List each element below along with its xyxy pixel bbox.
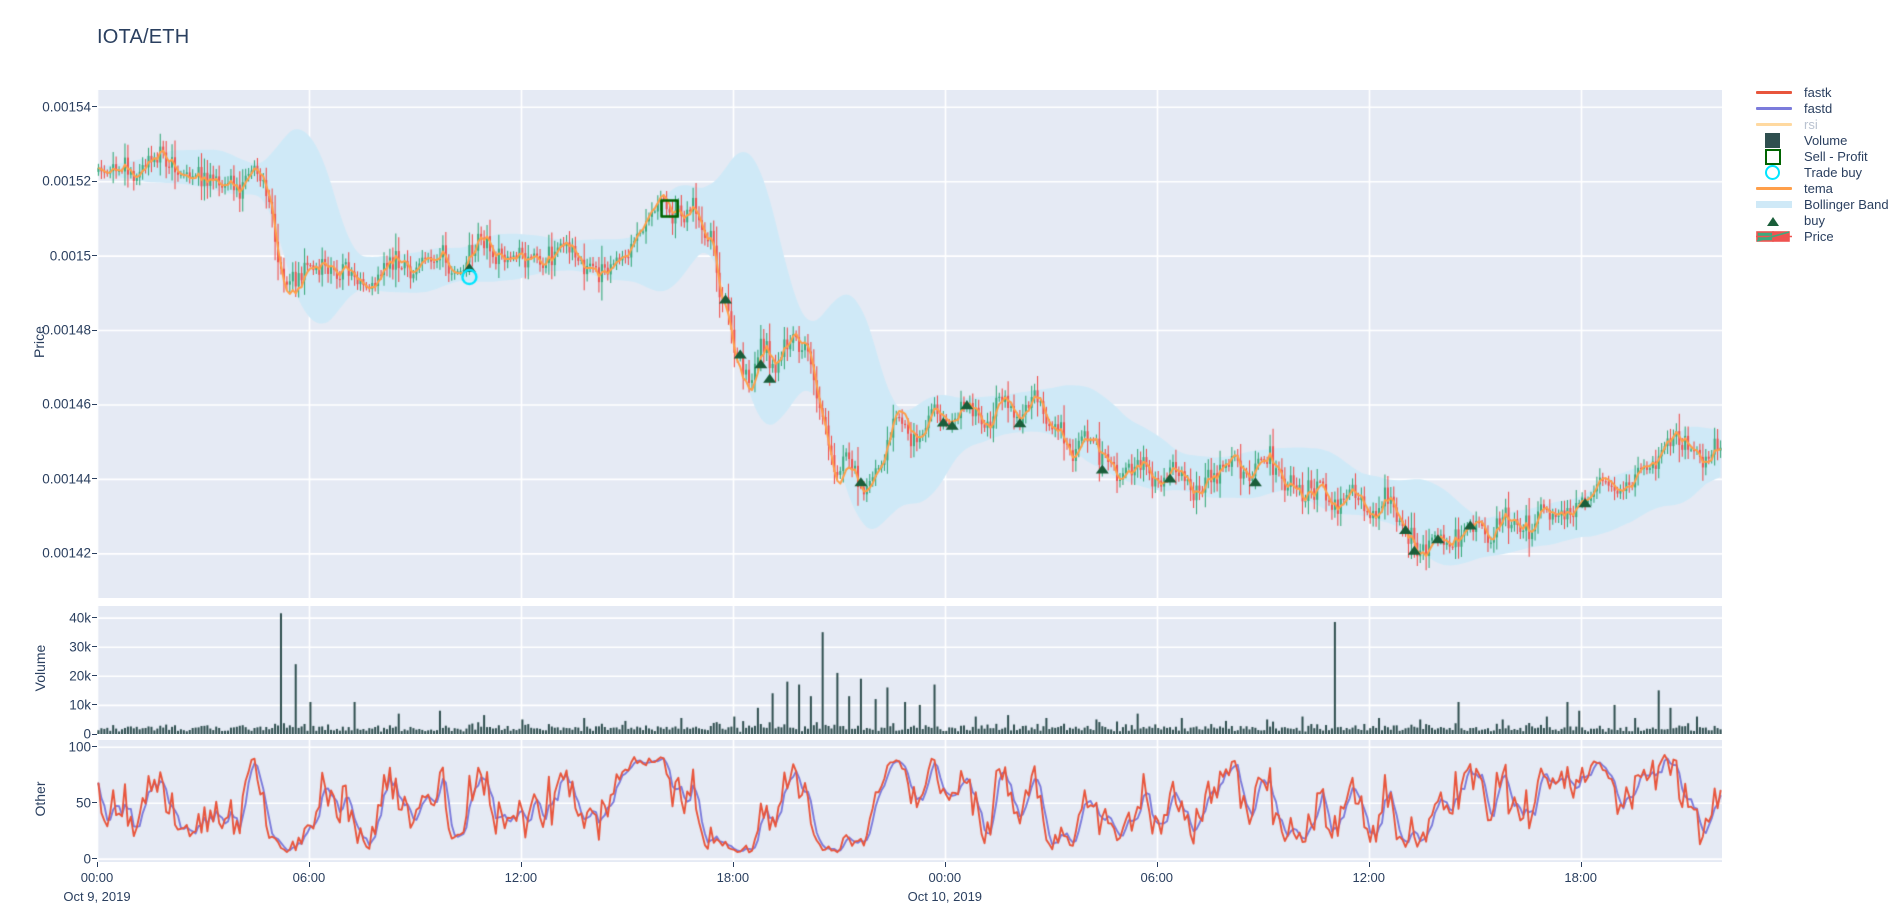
legend-circle-outline-icon <box>1752 164 1796 180</box>
volume-ytick-2: 20k <box>69 668 91 684</box>
tick-mark <box>97 862 98 867</box>
tick-mark <box>92 733 97 735</box>
price-canvas <box>97 90 1722 598</box>
volume-ytick-0: 0 <box>83 726 91 742</box>
price-ytick-2: 0.00146 <box>42 396 91 412</box>
tick-mark <box>92 552 97 554</box>
legend-item-tema[interactable]: tema <box>1752 180 1888 196</box>
volume-ytick-1: 10k <box>69 697 91 713</box>
legend-line-swatch-icon <box>1752 116 1796 132</box>
price-ytick-6: 0.00154 <box>42 99 91 115</box>
other-ytick-0: 0 <box>83 851 91 867</box>
tick-mark <box>92 704 97 706</box>
legend-item-fastk[interactable]: fastk <box>1752 84 1888 100</box>
legend-item-label: Bollinger Band <box>1804 196 1888 212</box>
tick-mark <box>1156 862 1158 867</box>
legend-item-bollinger-band[interactable]: Bollinger Band <box>1752 196 1888 212</box>
other-axis-label: Other <box>32 781 48 817</box>
volume-subplot <box>97 606 1722 734</box>
xtick-5: 06:00 <box>1140 870 1174 885</box>
volume-canvas <box>97 606 1722 734</box>
legend-item-volume[interactable]: Volume <box>1752 132 1888 148</box>
legend-item-fastd[interactable]: fastd <box>1752 100 1888 116</box>
price-ytick-0: 0.00142 <box>42 545 91 561</box>
legend-item-trade-buy[interactable]: Trade buy <box>1752 164 1888 180</box>
tick-mark <box>1580 862 1582 867</box>
tick-mark <box>308 862 310 867</box>
legend-line-swatch-icon <box>1752 180 1796 196</box>
tick-mark <box>732 862 734 867</box>
volume-ytick-3: 30k <box>69 639 91 655</box>
tick-mark <box>92 802 97 804</box>
legend-item-price[interactable]: Price <box>1752 228 1888 244</box>
other-subplot <box>97 740 1722 862</box>
xtick-7: 18:00 <box>1564 870 1597 885</box>
legend-item-label: fastd <box>1804 100 1833 116</box>
other-ytick-2: 100 <box>68 739 91 755</box>
legend-item-label: fastk <box>1804 84 1832 100</box>
xtick-2: 12:00 <box>504 870 538 885</box>
tick-mark <box>1368 862 1370 867</box>
page-title: IOTA/ETH <box>97 26 190 48</box>
xtick-date-4: Oct 10, 2019 <box>907 889 983 904</box>
tick-mark <box>92 180 97 182</box>
legend-item-label: Volume <box>1804 132 1848 148</box>
legend-item-rsi[interactable]: rsi <box>1752 116 1888 132</box>
tick-mark <box>92 617 97 619</box>
xtick-0: 00:00 <box>80 870 114 885</box>
tick-mark <box>92 746 97 748</box>
tick-mark <box>520 862 522 867</box>
xtick-4: 00:00 <box>928 870 962 885</box>
legend-line-swatch-icon <box>1752 100 1796 116</box>
legend-triangle-icon <box>1752 212 1796 228</box>
volume-axis-label: Volume <box>32 644 48 692</box>
xtick-3: 18:00 <box>716 870 750 885</box>
legend-item-label: Trade buy <box>1804 164 1863 180</box>
tick-mark <box>92 858 97 860</box>
tick-mark <box>92 646 97 648</box>
other-ytick-1: 50 <box>75 795 91 811</box>
price-ytick-4: 0.0015 <box>49 248 91 264</box>
legend-item-label: buy <box>1804 212 1825 228</box>
legend-line-swatch-icon <box>1752 84 1796 100</box>
tick-mark <box>92 255 97 257</box>
tick-mark <box>944 862 946 867</box>
other-canvas <box>97 740 1722 862</box>
tick-mark <box>92 329 97 331</box>
legend-square-swatch-icon <box>1752 132 1796 148</box>
tick-mark <box>92 106 97 108</box>
legend-item-buy[interactable]: buy <box>1752 212 1888 228</box>
xtick-date-0: Oct 9, 2019 <box>63 889 131 904</box>
tick-mark <box>92 675 97 677</box>
tick-mark <box>92 478 97 480</box>
volume-ytick-4: 40k <box>69 610 91 626</box>
price-ytick-3: 0.00148 <box>42 322 91 338</box>
legend-item-label: Price <box>1804 228 1834 244</box>
price-ytick-5: 0.00152 <box>42 173 91 189</box>
legend-item-label: rsi <box>1804 116 1818 132</box>
tick-mark <box>92 403 97 405</box>
price-ytick-1: 0.00144 <box>42 471 91 487</box>
price-axis-label: Price <box>31 326 47 358</box>
price-subplot <box>97 90 1722 598</box>
chart-legend[interactable]: fastk fastd rsi Volume Sell - Profit Trade bu… <box>1752 84 1888 244</box>
legend-item-label: tema <box>1804 180 1833 196</box>
legend-item-sell-profit[interactable]: Sell - Profit <box>1752 148 1888 165</box>
xtick-1: 06:00 <box>292 870 326 885</box>
legend-candlestick-icon <box>1752 228 1796 244</box>
legend-band-swatch-icon <box>1752 196 1796 212</box>
legend-item-label: Sell - Profit <box>1804 148 1868 164</box>
legend-square-outline-icon <box>1752 148 1796 165</box>
xtick-6: 12:00 <box>1352 870 1386 885</box>
